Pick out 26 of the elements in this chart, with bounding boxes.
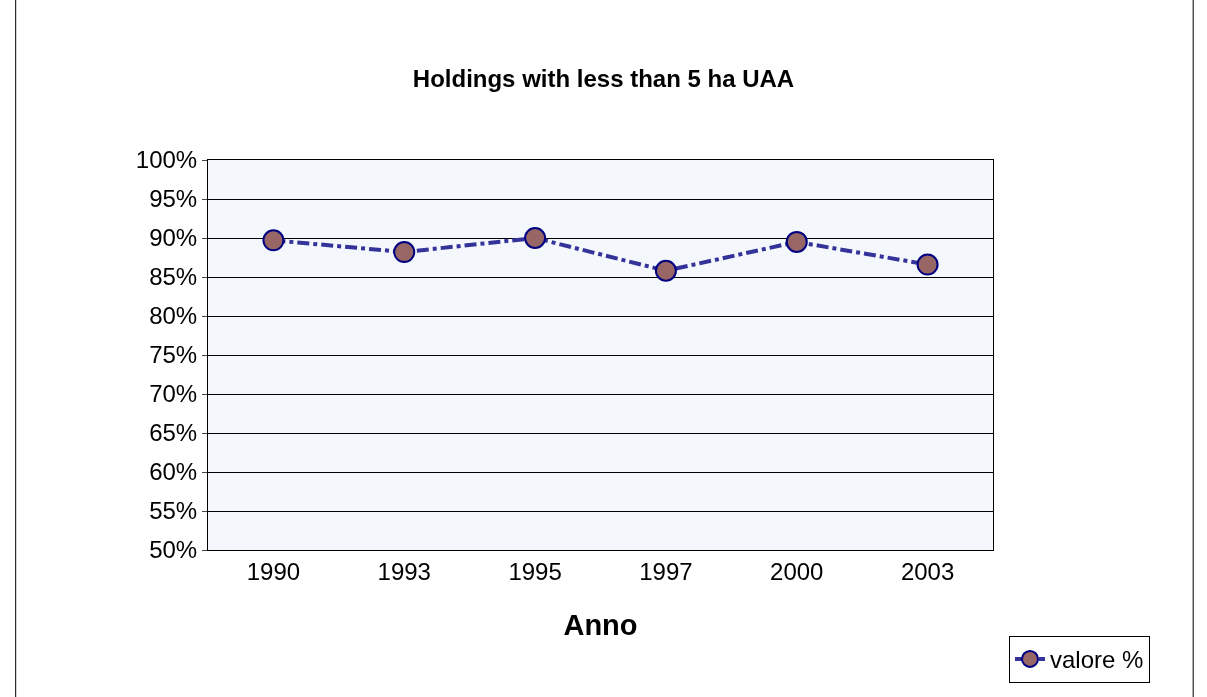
point [393,241,416,264]
y-tick-label: 90% [149,224,198,252]
y-tick-label: 75% [149,341,198,369]
x-tick-label: 2003 [900,557,955,585]
x-axis-title: Anno [563,608,638,641]
x-tick-label: 1993 [377,557,431,585]
y-tick-label: 80% [149,302,198,330]
point [785,230,808,253]
y-tick-label: 100% [135,146,198,174]
y-tick-label: 65% [149,419,198,447]
point [654,259,677,282]
x-tick-label: 1990 [246,557,301,585]
point [524,227,547,249]
y-tick-label: 70% [149,380,198,408]
y-tick-label: 60% [149,458,198,486]
y-tick-label: 50% [149,536,198,564]
y-tick-label: 55% [149,497,198,525]
y-tick-label: 85% [149,263,198,291]
chart-title: Holdings with less than 5 ha UAA [412,64,795,92]
y-tick-label: 95% [149,185,198,213]
x-tick-label: 1997 [639,557,693,585]
x-tick-label: 1995 [508,557,562,585]
legend-label: valore % [1050,646,1144,674]
x-tick-label: 2000 [770,557,824,585]
point [916,253,939,276]
point [262,229,285,252]
